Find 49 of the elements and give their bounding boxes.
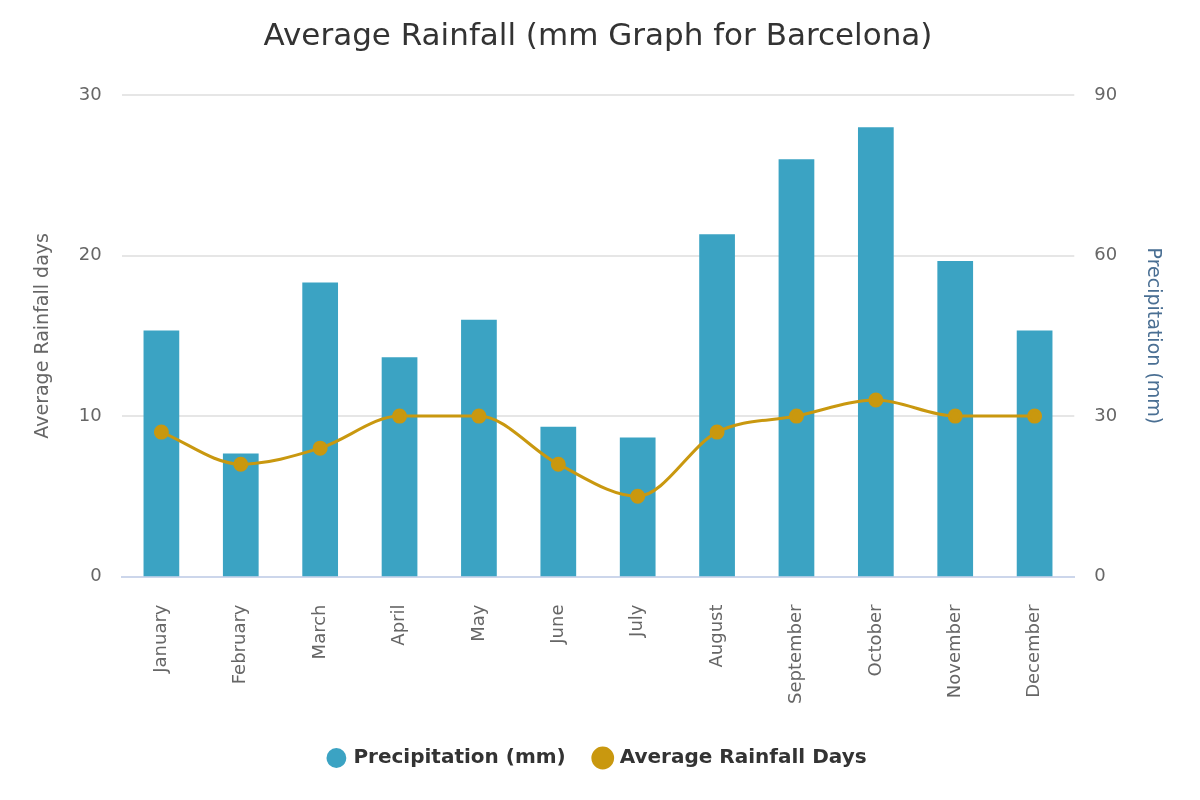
x-tick-label: April — [387, 604, 409, 646]
x-tick-label: October — [863, 603, 885, 677]
point — [312, 440, 328, 456]
bar — [381, 357, 418, 577]
bar — [778, 159, 815, 577]
bar — [302, 282, 339, 577]
y2-tick-label: 90 — [1094, 82, 1118, 104]
bar — [857, 127, 894, 577]
point — [868, 392, 884, 408]
bar — [699, 234, 735, 577]
x-tick-label: September — [784, 603, 806, 705]
y-axis-title: Average Rainfall days — [30, 233, 53, 439]
y-tick-label: 20 — [78, 243, 102, 265]
point — [947, 408, 963, 424]
point — [392, 408, 408, 424]
x-tick-label: March — [307, 604, 329, 660]
x-tick-label: December — [1022, 603, 1044, 698]
point — [550, 456, 566, 472]
point — [1027, 408, 1043, 424]
bar — [222, 453, 259, 577]
bar — [540, 426, 577, 577]
bar — [619, 437, 656, 577]
bar — [461, 319, 497, 577]
point — [471, 408, 487, 424]
y-tick-label: 10 — [78, 403, 102, 425]
point — [630, 488, 646, 504]
y2-tick-label: 0 — [1094, 564, 1106, 586]
chart-title: Average Rainfall (mm Graph for Barcelona) — [263, 15, 933, 52]
x-tick-label: January — [149, 604, 171, 674]
point — [788, 408, 804, 424]
y2-tick-label: 30 — [1094, 403, 1118, 425]
bar — [937, 260, 974, 577]
y2-axis-title: Precipitation (mm) — [1143, 247, 1166, 425]
bar — [1016, 330, 1053, 577]
x-tick-label: June — [545, 604, 567, 645]
x-tick-label: July — [625, 604, 647, 638]
bar — [143, 330, 180, 577]
x-tick-label: November — [942, 603, 964, 699]
y-tick-label: 30 — [78, 82, 102, 104]
legend-label: Average Rainfall Days — [619, 744, 867, 769]
x-tick-label: February — [228, 604, 250, 685]
y-tick-label: 0 — [90, 564, 102, 586]
x-tick-label: August — [704, 604, 726, 668]
legend-label: Precipitation (mm) — [353, 744, 566, 769]
x-tick-label: May — [466, 604, 488, 642]
point — [233, 456, 249, 472]
point — [709, 424, 725, 440]
y2-tick-label: 60 — [1094, 243, 1118, 265]
point — [153, 424, 169, 440]
